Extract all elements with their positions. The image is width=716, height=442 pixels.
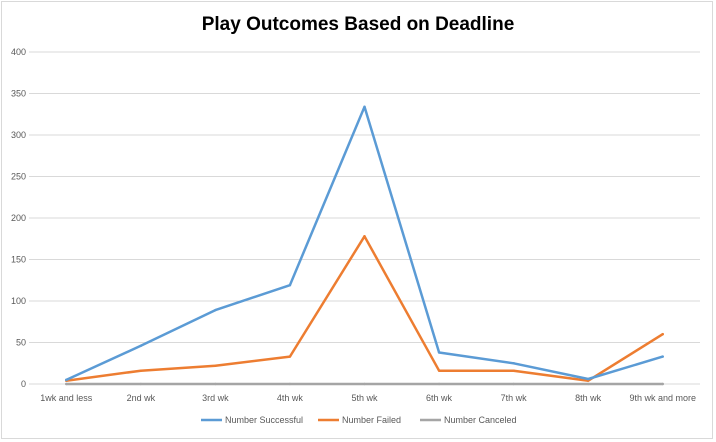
x-tick-label: 4th wk <box>277 393 304 403</box>
data-point <box>139 344 143 348</box>
legend-item: Number Canceled <box>420 415 517 425</box>
x-tick-label: 2nd wk <box>127 393 156 403</box>
data-point <box>363 105 366 108</box>
data-point <box>288 284 292 287</box>
legend-item: Number Successful <box>201 415 303 425</box>
x-tick-label: 9th wk and more <box>629 393 696 403</box>
data-point <box>65 378 68 382</box>
data-point <box>586 382 590 386</box>
data-point <box>512 362 515 365</box>
data-point <box>437 382 441 386</box>
y-tick-label: 350 <box>11 89 26 99</box>
data-point <box>512 382 515 386</box>
x-tick-label: 7th wk <box>501 393 528 403</box>
y-tick-label: 200 <box>11 213 26 223</box>
series-line-number-successful <box>65 105 664 382</box>
data-point <box>139 369 143 372</box>
data-point <box>65 382 68 386</box>
y-tick-label: 0 <box>21 379 26 389</box>
data-point <box>661 333 664 336</box>
data-point <box>437 351 441 354</box>
x-tick-label: 6th wk <box>426 393 453 403</box>
data-point <box>214 382 217 386</box>
data-point <box>214 308 217 312</box>
x-tick-label: 8th wk <box>575 393 602 403</box>
data-point <box>512 369 515 372</box>
data-point <box>214 364 217 367</box>
data-point <box>586 377 590 381</box>
y-tick-label: 400 <box>11 47 26 57</box>
data-point <box>363 382 366 386</box>
y-tick-label: 50 <box>16 338 26 348</box>
series-line-number-failed <box>65 235 664 382</box>
y-tick-label: 300 <box>11 130 26 140</box>
legend-item: Number Failed <box>318 415 401 425</box>
y-tick-label: 150 <box>11 255 26 265</box>
y-tick-label: 250 <box>11 172 26 182</box>
data-point <box>288 382 292 386</box>
legend-label: Number Canceled <box>444 415 517 425</box>
x-tick-label: 5th wk <box>351 393 378 403</box>
x-tick-label: 3rd wk <box>202 393 229 403</box>
data-point <box>661 355 664 358</box>
chart-title: Play Outcomes Based on Deadline <box>201 14 515 35</box>
data-point <box>288 355 292 358</box>
x-tick-label: 1wk and less <box>40 393 93 403</box>
data-point <box>661 382 664 386</box>
data-point <box>363 235 366 238</box>
legend-label: Number Failed <box>342 415 401 425</box>
legend-label: Number Successful <box>225 415 303 425</box>
data-point <box>437 369 441 372</box>
data-point <box>139 382 143 386</box>
y-tick-label: 100 <box>11 296 26 306</box>
